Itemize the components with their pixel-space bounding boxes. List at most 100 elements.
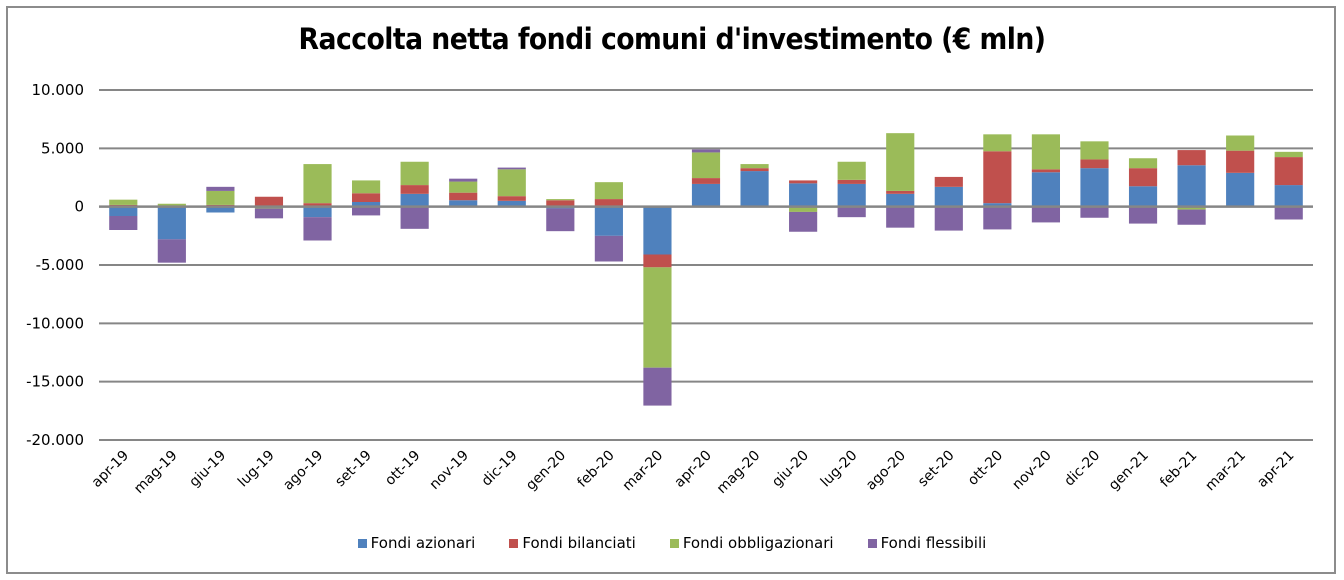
- legend: Fondi azionari Fondi bilanciati Fondi ob…: [0, 534, 1344, 552]
- x-tick-label: apr-19: [89, 448, 132, 491]
- bar-segment: [837, 179, 866, 184]
- x-tick-label: apr-20: [672, 448, 715, 491]
- bar-segment: [449, 181, 478, 193]
- bar-segment: [109, 206, 138, 216]
- legend-swatch: [867, 538, 877, 548]
- legend-swatch: [669, 538, 679, 548]
- bar-segment: [497, 196, 526, 201]
- bar-segment: [983, 134, 1012, 152]
- chart-title: Raccolta netta fondi comuni d'investimen…: [298, 22, 1046, 56]
- bar-segment: [303, 164, 332, 204]
- bar-segment: [1128, 158, 1158, 169]
- bar-segment: [594, 206, 623, 236]
- legend-label: Fondi bilanciati: [522, 534, 636, 552]
- bar-segment: [303, 206, 332, 218]
- bar-segment: [400, 161, 429, 186]
- bar-segment: [1031, 134, 1061, 170]
- bar-segment: [1274, 206, 1303, 220]
- bar-segment: [691, 183, 721, 207]
- legend-item-obbligazionari: Fondi obbligazionari: [669, 534, 834, 552]
- bar-segment: [886, 190, 915, 194]
- legend-item-flessibili: Fondi flessibili: [867, 534, 986, 552]
- bar-segment: [1031, 169, 1061, 173]
- bar-segment: [157, 206, 186, 240]
- bar-segment: [1226, 135, 1255, 151]
- legend-label: Fondi azionari: [370, 534, 476, 552]
- bar-segment: [1226, 150, 1255, 173]
- bar-segment: [109, 216, 138, 230]
- bar-segment: [351, 202, 381, 207]
- bar-segment: [1177, 206, 1206, 210]
- bar-segment: [400, 185, 429, 194]
- y-tick-label: 10.000: [32, 81, 85, 99]
- bar-segment: [837, 206, 866, 218]
- x-tick-label: set-19: [332, 448, 375, 491]
- x-tick-label: lug-20: [818, 448, 861, 491]
- x-tick-label: mag-19: [131, 448, 180, 497]
- bar-segment: [643, 367, 672, 406]
- bar-segment: [1080, 206, 1109, 218]
- bar-segment: [1031, 206, 1061, 223]
- x-tick-label: nov-19: [427, 448, 472, 493]
- bar-segment: [1080, 141, 1109, 160]
- bar-segment: [206, 186, 235, 191]
- x-tick-label: apr-21: [1254, 448, 1297, 491]
- bar-segment: [886, 133, 915, 191]
- x-tick-label: feb-20: [574, 448, 617, 491]
- bar-segment: [303, 217, 332, 241]
- bar-segment: [400, 206, 429, 229]
- x-tick-label: mag-20: [714, 448, 763, 497]
- bar-segment: [157, 239, 186, 263]
- bar-segment: [1177, 209, 1206, 225]
- bar-segment: [546, 208, 575, 232]
- bar-segment: [691, 178, 721, 184]
- y-tick-label: -15.000: [26, 373, 84, 391]
- bar-segment: [983, 206, 1012, 230]
- x-tick-label: ott-19: [382, 448, 423, 489]
- bar-segment: [594, 235, 623, 262]
- bars: [109, 133, 1303, 406]
- bar-segment: [983, 203, 1012, 207]
- x-tick-label: dic-19: [479, 448, 521, 490]
- bar-segment: [449, 178, 478, 182]
- x-tick-label: giu-20: [769, 448, 812, 491]
- y-tick-label: -5.000: [36, 256, 84, 274]
- bar-segment: [740, 164, 769, 169]
- bar-segment: [643, 254, 672, 268]
- bar-segment: [303, 203, 332, 207]
- bar-segment: [740, 168, 769, 172]
- bar-segment: [351, 206, 381, 216]
- x-tick-label: ago-19: [280, 448, 326, 494]
- bar-segment: [1128, 168, 1158, 187]
- bar-segment: [740, 171, 769, 207]
- bar-segment: [789, 206, 818, 212]
- bar-segment: [497, 167, 526, 170]
- bar-segment: [1274, 151, 1303, 158]
- x-tick-label: gen-21: [1106, 448, 1152, 494]
- bar-segment: [351, 193, 381, 202]
- legend-swatch: [509, 538, 519, 548]
- bar-segment: [789, 211, 818, 232]
- bar-segment: [157, 203, 186, 207]
- bar-segment: [1128, 206, 1158, 224]
- x-tick-label: lug-19: [235, 448, 278, 491]
- bar-segment: [1177, 165, 1206, 207]
- bar-segment: [643, 206, 672, 255]
- bar-segment: [691, 152, 721, 179]
- legend-label: Fondi obbligazionari: [682, 534, 834, 552]
- y-tick-label: 5.000: [41, 139, 84, 157]
- bar-segment: [1080, 159, 1109, 169]
- bar-segment: [594, 182, 623, 200]
- bar-segment: [1080, 168, 1109, 207]
- bar-segment: [594, 199, 623, 207]
- x-tick-label: set-20: [915, 448, 958, 491]
- bar-segment: [789, 183, 818, 207]
- bar-segment: [254, 208, 284, 219]
- bar-segment: [934, 176, 963, 187]
- bar-segment: [1128, 186, 1158, 207]
- bar-segment: [254, 196, 284, 207]
- x-tick-label: mar-20: [620, 448, 667, 495]
- y-axis-ticks: 10.000 5.000 0 -5.000 -10.000 -15.000 -20.000: [26, 81, 84, 449]
- bar-segment: [886, 193, 915, 207]
- x-axis-ticks: apr-19 mag-19 giu-19 lug-19 ago-19 set-19 ott-…: [89, 448, 1298, 497]
